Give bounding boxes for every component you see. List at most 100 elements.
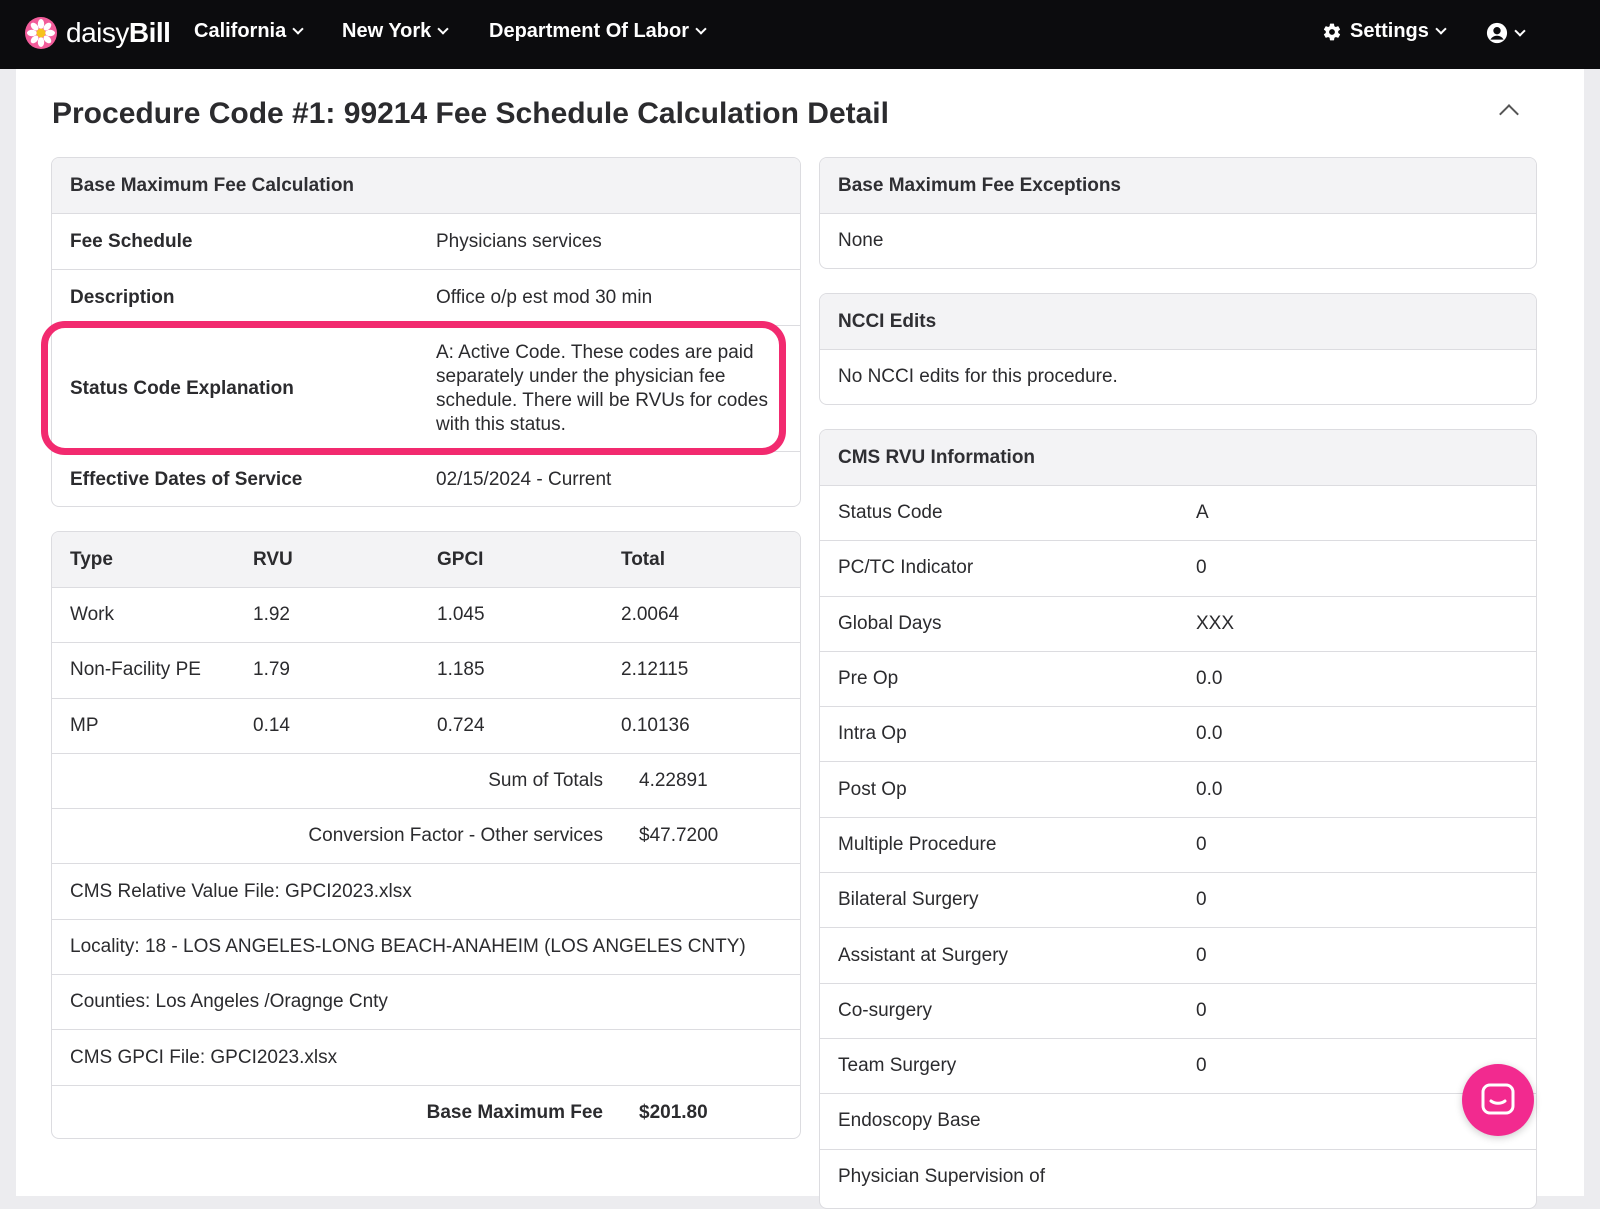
row-label: Intra Op (838, 723, 907, 745)
row-value: 0 (1196, 1055, 1207, 1077)
table-row: Endoscopy Base (820, 1094, 1536, 1150)
cms-rvu-information-panel: CMS RVU Information Status Code A PC/TC In… (819, 429, 1537, 1209)
row-value: 0 (1196, 889, 1207, 911)
table-cell: 2.12115 (621, 659, 689, 681)
row-value: 0.0 (1196, 723, 1223, 745)
base-maximum-fee-row: Base Maximum Fee $201.80 (52, 1086, 800, 1138)
main-content: Procedure Code #1: 99214 Fee Schedule Ca… (16, 69, 1584, 1209)
table-row: Multiple Procedure 0 (820, 818, 1536, 874)
brand-logo[interactable]: daisyBill (24, 16, 171, 50)
nav-settings-label: Settings (1350, 20, 1429, 42)
column-header: RVU (253, 548, 293, 570)
table-cell: MP (70, 714, 99, 736)
table-row: Global Days XXX (820, 597, 1536, 652)
row-label: Description (70, 286, 175, 308)
panel-heading: CMS RVU Information (820, 430, 1536, 486)
conversion-factor-label: Conversion Factor - Other services (308, 825, 603, 847)
table-cell: 1.045 (437, 604, 485, 626)
table-row: MP 0.14 0.724 0.10136 (52, 699, 800, 754)
chevron-down-icon (695, 23, 707, 35)
chevron-down-icon (292, 23, 304, 35)
conversion-factor-value: $47.7200 (639, 825, 719, 847)
row-value: 0 (1196, 999, 1207, 1021)
nav-california[interactable]: California (194, 20, 304, 43)
row-value: 0 (1196, 944, 1207, 966)
table-row: Assistant at Surgery 0 (820, 928, 1536, 984)
table-row: Non-Facility PE 1.79 1.185 2.12115 (52, 643, 800, 699)
nav-dol-label: Department Of Labor (489, 20, 690, 42)
counties-text: Counties: Los Angeles /Oragnge Cnty (70, 991, 388, 1013)
panel-heading: Base Maximum Fee Exceptions (820, 158, 1536, 214)
row-label: Post Op (838, 778, 907, 800)
chat-icon (1481, 1083, 1515, 1115)
chevron-down-icon (1514, 24, 1526, 37)
table-row: Physician Supervision of (820, 1150, 1536, 1205)
user-circle-icon (1486, 22, 1508, 44)
table-row: Co-surgery 0 (820, 984, 1536, 1039)
base-maximum-fee-exceptions-panel: Base Maximum Fee Exceptions None (819, 157, 1537, 269)
top-nav: daisyBill California New York Department… (0, 0, 1600, 69)
table-cell: 1.92 (253, 604, 290, 626)
table-cell: 0.14 (253, 714, 290, 736)
locality-text: Locality: 18 - LOS ANGELES-LONG BEACH-AN… (70, 935, 746, 957)
table-row: Team Surgery 0 (820, 1039, 1536, 1095)
base-maximum-fee-value: $201.80 (639, 1102, 708, 1124)
chat-launcher-button[interactable] (1462, 1064, 1534, 1136)
table-row: PC/TC Indicator 0 (820, 541, 1536, 597)
row-value: 0 (1196, 557, 1207, 579)
column-header: Total (621, 548, 665, 570)
row-label: Status Code (838, 502, 943, 524)
row-value: 0.0 (1196, 778, 1223, 800)
brand-name: daisyBill (66, 17, 171, 48)
row-value: A (1196, 502, 1209, 524)
table-row: Bilateral Surgery 0 (820, 873, 1536, 929)
gear-icon (1323, 23, 1341, 40)
table-row: Pre Op 0.0 (820, 652, 1536, 708)
row-label: Physician Supervision of (838, 1166, 1045, 1188)
counties-row: Counties: Los Angeles /Oragnge Cnty (52, 975, 800, 1031)
table-cell: Work (70, 604, 114, 626)
table-row: Status Code Explanation A: Active Code. … (52, 326, 800, 452)
nav-settings[interactable]: Settings (1322, 20, 1447, 43)
table-cell: 1.79 (253, 659, 290, 681)
table-row: Work 1.92 1.045 2.0064 (52, 588, 800, 644)
row-label: PC/TC Indicator (838, 557, 974, 579)
row-value: Office o/p est mod 30 min (436, 286, 653, 308)
gpci-file-row: CMS GPCI File: GPCI2023.xlsx (52, 1030, 800, 1086)
conversion-factor-row: Conversion Factor - Other services $47.7… (52, 809, 800, 865)
row-label: Co-surgery (838, 999, 932, 1021)
status-code-explanation-highlight (41, 321, 786, 455)
table-cell: 0.724 (437, 714, 485, 736)
row-value: XXX (1196, 612, 1235, 634)
table-row: Fee Schedule Physicians services (52, 214, 800, 270)
chevron-down-icon (1435, 23, 1447, 35)
exceptions-value: None (838, 230, 884, 251)
rvu-calculation-table: Type RVU GPCI Total Work 1.92 1.045 2.00… (51, 531, 801, 1139)
sum-of-totals-row: Sum of Totals 4.22891 (52, 754, 800, 810)
rv-file-row: CMS Relative Value File: GPCI2023.xlsx (52, 864, 800, 920)
row-label: Bilateral Surgery (838, 889, 979, 911)
nav-california-label: California (194, 20, 287, 42)
nav-department-of-labor[interactable]: Department Of Labor (489, 20, 707, 43)
nav-user-menu[interactable] (1486, 22, 1526, 44)
row-label: Fee Schedule (70, 230, 193, 252)
table-cell: 0.10136 (621, 714, 690, 736)
base-maximum-fee-label: Base Maximum Fee (426, 1102, 603, 1124)
panel-heading: Base Maximum Fee Calculation (52, 158, 800, 214)
gpci-file-text: CMS GPCI File: GPCI2023.xlsx (70, 1046, 338, 1068)
table-row: Description Office o/p est mod 30 min (52, 270, 800, 326)
chevron-up-icon[interactable] (1499, 104, 1519, 124)
row-value: 0.0 (1196, 668, 1223, 690)
row-label: Multiple Procedure (838, 833, 997, 855)
sum-of-totals-value: 4.22891 (639, 770, 708, 792)
row-label: Endoscopy Base (838, 1110, 981, 1132)
rv-file-text: CMS Relative Value File: GPCI2023.xlsx (70, 880, 412, 902)
row-label: Assistant at Surgery (838, 944, 1009, 966)
row-label: Status Code Explanation (70, 377, 294, 399)
column-header: GPCI (437, 548, 484, 570)
locality-row: Locality: 18 - LOS ANGELES-LONG BEACH-AN… (52, 920, 800, 976)
nav-new-york[interactable]: New York (342, 20, 449, 43)
row-label: Team Surgery (838, 1055, 957, 1077)
table-row: Effective Dates of Service 02/15/2024 - … (52, 452, 800, 506)
panel-heading: NCCI Edits (820, 294, 1536, 350)
